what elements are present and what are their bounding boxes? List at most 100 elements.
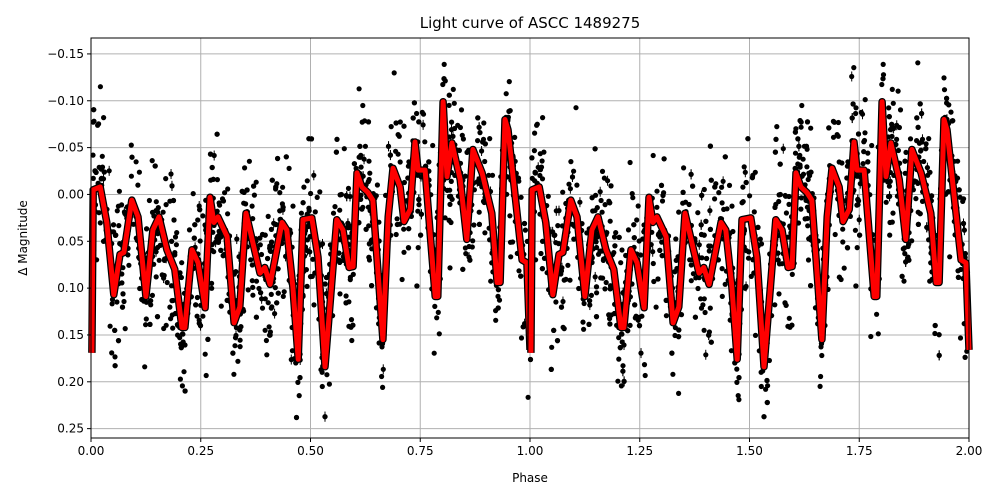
observation-point [956, 187, 962, 193]
observation-point [304, 283, 310, 289]
observation-point [507, 108, 513, 114]
observation-point [244, 187, 250, 193]
observation-point [401, 226, 407, 232]
observation-point [620, 368, 626, 374]
observation-point [112, 327, 118, 333]
observation-point [232, 343, 238, 349]
observation-point [333, 149, 339, 155]
observation-point [182, 388, 188, 394]
observation-point [690, 183, 696, 189]
observation-point [716, 190, 722, 196]
observation-point [121, 298, 127, 305]
observation-point [690, 271, 697, 277]
observation-point [116, 188, 122, 194]
observation-point [153, 199, 159, 205]
observation-point [895, 147, 902, 154]
observation-point [712, 196, 718, 202]
observation-point [555, 223, 561, 229]
observation-point [734, 379, 740, 385]
observation-point [721, 206, 727, 212]
observation-point [418, 232, 424, 238]
observation-point [699, 192, 705, 198]
observation-point [508, 254, 514, 260]
observation-point [357, 143, 363, 149]
observation-point [569, 174, 576, 180]
observation-point [560, 298, 566, 305]
observation-point [163, 322, 169, 328]
observation-point [655, 232, 662, 238]
observation-point [792, 129, 799, 135]
observation-point [958, 266, 964, 273]
observation-point [701, 327, 707, 333]
observation-point [632, 302, 638, 308]
observation-point [826, 125, 832, 131]
observation-point [300, 200, 306, 206]
observation-point [306, 136, 312, 142]
observation-point [214, 131, 220, 137]
observation-point [522, 227, 529, 233]
observation-point [654, 204, 660, 210]
observation-point [486, 172, 492, 178]
observation-point [332, 204, 338, 210]
observation-point [304, 178, 310, 184]
observation-point [894, 122, 900, 128]
observation-point [670, 371, 676, 377]
observation-point [772, 149, 779, 155]
observation-point [310, 256, 316, 262]
observation-point [487, 136, 493, 142]
observation-point [780, 146, 786, 152]
observation-point [477, 130, 483, 136]
observation-point [734, 366, 740, 372]
observation-point [797, 162, 803, 168]
observation-point [173, 242, 179, 248]
observation-point [351, 161, 357, 167]
observation-point [197, 238, 203, 244]
observation-point [220, 198, 227, 204]
observation-point [233, 269, 239, 275]
observation-point [855, 131, 862, 137]
observation-point [280, 184, 286, 190]
observation-point [720, 178, 726, 184]
observation-point [147, 321, 153, 327]
observation-point [360, 102, 366, 109]
observation-point [659, 198, 666, 204]
observation-point [850, 101, 856, 107]
observation-point [128, 173, 134, 179]
observation-point [799, 102, 805, 109]
observation-point [119, 304, 126, 310]
observation-point [463, 251, 469, 257]
observation-point [840, 239, 846, 245]
observation-point [157, 242, 163, 248]
observation-point [152, 163, 158, 169]
observation-point [880, 61, 886, 67]
observation-point [745, 136, 751, 142]
observation-point [137, 285, 143, 292]
observation-point [262, 327, 268, 333]
observation-point [106, 168, 112, 174]
model-curve-line [89, 99, 533, 370]
observation-point [385, 143, 392, 149]
observation-point [862, 130, 868, 136]
observation-point [233, 332, 239, 339]
observation-point [880, 72, 887, 78]
observation-point [476, 221, 482, 227]
observation-point [295, 379, 301, 385]
observation-point [853, 105, 859, 111]
observation-point [611, 250, 617, 256]
observation-point [163, 176, 169, 182]
observation-point [855, 202, 861, 208]
observation-point [890, 100, 896, 106]
x-tick-label: 0.25 [187, 444, 214, 458]
observation-point [142, 364, 148, 370]
observation-point [925, 172, 931, 178]
observation-point [293, 414, 300, 421]
observation-point [960, 220, 967, 227]
observation-point [264, 352, 270, 358]
observation-point [551, 327, 557, 333]
observation-point [599, 168, 606, 174]
observation-point [272, 311, 278, 317]
observation-point [786, 201, 792, 207]
observation-point [129, 154, 135, 160]
observation-point [874, 311, 880, 317]
observation-point [489, 172, 496, 178]
